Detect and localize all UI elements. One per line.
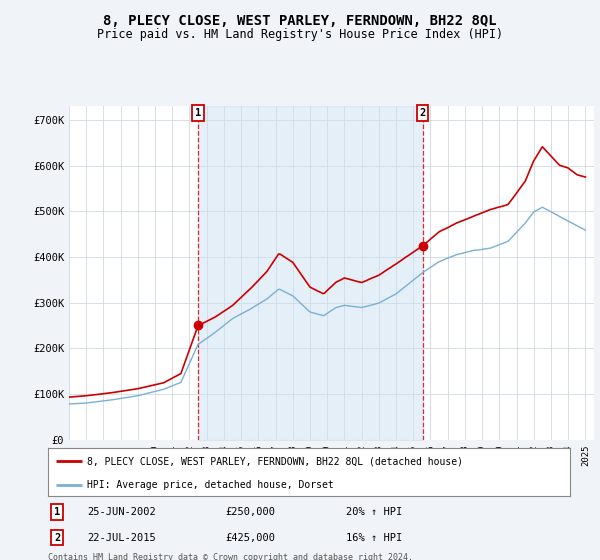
Text: HPI: Average price, detached house, Dorset: HPI: Average price, detached house, Dors… <box>87 480 334 490</box>
Text: £425,000: £425,000 <box>226 533 275 543</box>
Text: 8, PLECY CLOSE, WEST PARLEY, FERNDOWN, BH22 8QL (detached house): 8, PLECY CLOSE, WEST PARLEY, FERNDOWN, B… <box>87 456 463 466</box>
Text: Price paid vs. HM Land Registry's House Price Index (HPI): Price paid vs. HM Land Registry's House … <box>97 28 503 41</box>
Text: 2: 2 <box>54 533 61 543</box>
Text: £250,000: £250,000 <box>226 507 275 517</box>
Text: 16% ↑ HPI: 16% ↑ HPI <box>346 533 402 543</box>
Text: 8, PLECY CLOSE, WEST PARLEY, FERNDOWN, BH22 8QL: 8, PLECY CLOSE, WEST PARLEY, FERNDOWN, B… <box>103 14 497 28</box>
Text: 2: 2 <box>419 108 426 118</box>
Text: Contains HM Land Registry data © Crown copyright and database right 2024.
This d: Contains HM Land Registry data © Crown c… <box>48 553 413 560</box>
Text: 25-JUN-2002: 25-JUN-2002 <box>87 507 156 517</box>
Text: 1: 1 <box>54 507 61 517</box>
Text: 20% ↑ HPI: 20% ↑ HPI <box>346 507 402 517</box>
Text: 22-JUL-2015: 22-JUL-2015 <box>87 533 156 543</box>
Text: 1: 1 <box>195 108 201 118</box>
